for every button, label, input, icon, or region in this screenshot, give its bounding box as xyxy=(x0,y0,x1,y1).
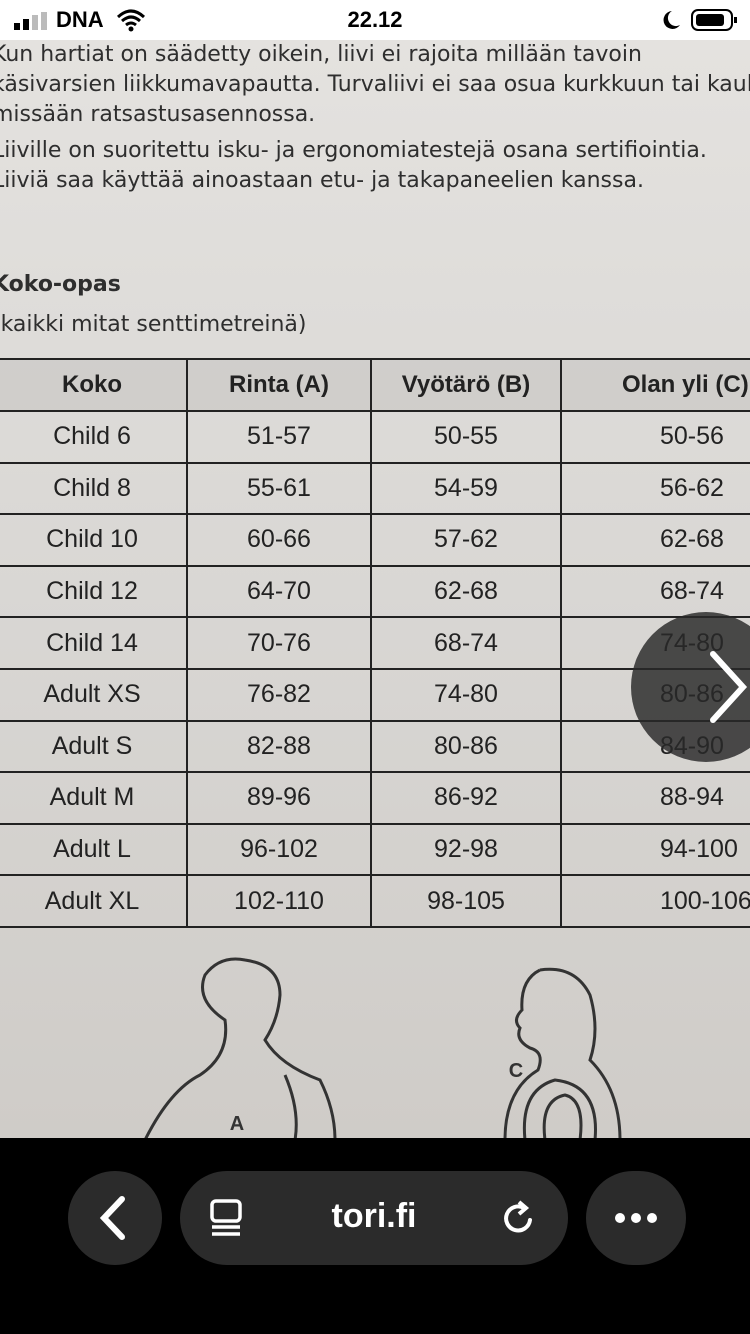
next-image-button[interactable] xyxy=(631,612,750,762)
photo-content: Koko-opas (kaikki mitat senttimetreinä) … xyxy=(0,40,750,1138)
paragraph-line: Liiville on suoritettu isku- ja ergonomi… xyxy=(0,138,707,163)
section-subtitle: (kaikki mitat senttimetreinä) xyxy=(0,312,307,337)
header-cell: Vyötärö (B) xyxy=(370,358,562,412)
measure-cell: 51-57 xyxy=(186,410,372,464)
paragraph-line: missään ratsastusasennossa. xyxy=(0,102,316,127)
size-cell: Child 6 xyxy=(0,410,188,464)
size-cell: Adult XL xyxy=(0,874,188,928)
back-button[interactable] xyxy=(68,1171,162,1265)
more-icon xyxy=(615,1213,657,1223)
reader-icon xyxy=(210,1199,242,1236)
wifi-icon xyxy=(116,9,146,32)
measure-cell: 50-56 xyxy=(560,410,750,464)
measure-cell: 54-59 xyxy=(370,461,562,516)
diagram-label: C xyxy=(509,1060,523,1082)
clock: 22.12 xyxy=(347,7,403,32)
size-cell: Child 12 xyxy=(0,564,188,619)
size-cell: Adult L xyxy=(0,822,188,877)
measure-cell: 60-66 xyxy=(186,513,372,567)
measure-cell: 56-62 xyxy=(560,461,750,516)
size-cell: Child 8 xyxy=(0,461,188,516)
reload-icon[interactable] xyxy=(500,1198,540,1238)
measure-cell: 55-61 xyxy=(186,461,372,516)
size-cell: Adult S xyxy=(0,719,188,774)
measure-cell: 89-96 xyxy=(186,771,372,825)
measure-cell: 94-100 xyxy=(560,822,750,877)
address-bar[interactable]: tori.fi xyxy=(180,1171,568,1265)
measure-cell: 74-80 xyxy=(370,668,562,722)
measure-cell: 68-74 xyxy=(560,564,750,619)
measure-cell: 88-94 xyxy=(560,771,750,825)
size-cell: Adult XS xyxy=(0,668,188,722)
header-cell: Olan yli (C) xyxy=(560,358,750,412)
status-bar: DNA 22.12 xyxy=(0,0,750,40)
carrier: DNA xyxy=(56,7,104,32)
diagram-label: A xyxy=(230,1113,244,1135)
measure-cell: 64-70 xyxy=(186,564,372,619)
header-cell: Koko xyxy=(0,358,188,412)
measure-cell: 68-74 xyxy=(370,616,562,670)
measure-cell: 98-105 xyxy=(370,874,562,928)
measure-cell: 92-98 xyxy=(370,822,562,877)
measure-cell: 62-68 xyxy=(370,564,562,619)
measure-cell: 86-92 xyxy=(370,771,562,825)
paragraph-line: käsivarsien liikkumavapautta. Turvaliivi… xyxy=(0,72,750,97)
measure-cell: 102-110 xyxy=(186,874,372,928)
size-cell: Adult M xyxy=(0,771,188,825)
back-icon xyxy=(99,1196,125,1240)
battery-icon xyxy=(663,9,737,31)
section-title: Koko-opas xyxy=(0,272,121,297)
browser-toolbar: tori.fi xyxy=(0,1138,750,1334)
body-diagram: A C xyxy=(144,957,622,1138)
paragraph-line: Liiviä saa käyttää ainoastaan etu- ja ta… xyxy=(0,168,644,193)
measure-cell: 100-106 xyxy=(560,874,750,928)
size-cell: Child 10 xyxy=(0,513,188,567)
chevron-icon xyxy=(710,651,748,723)
measure-cell: 96-102 xyxy=(186,822,372,877)
paragraph-line: Kun hartiat on säädetty oikein, liivi ei… xyxy=(0,42,642,67)
measure-cell: 57-62 xyxy=(370,513,562,567)
measure-cell: 70-76 xyxy=(186,616,372,670)
url: tori.fi xyxy=(331,1197,417,1235)
more-button[interactable] xyxy=(586,1171,686,1265)
measure-cell: 80-86 xyxy=(370,719,562,774)
measure-cell: 50-55 xyxy=(370,410,562,464)
header-cell: Rinta (A) xyxy=(186,358,372,412)
signal-icon xyxy=(14,12,47,30)
measure-cell: 76-82 xyxy=(186,668,372,722)
measure-cell: 62-68 xyxy=(560,513,750,567)
measure-cell: 82-88 xyxy=(186,719,372,774)
size-cell: Child 14 xyxy=(0,616,188,670)
